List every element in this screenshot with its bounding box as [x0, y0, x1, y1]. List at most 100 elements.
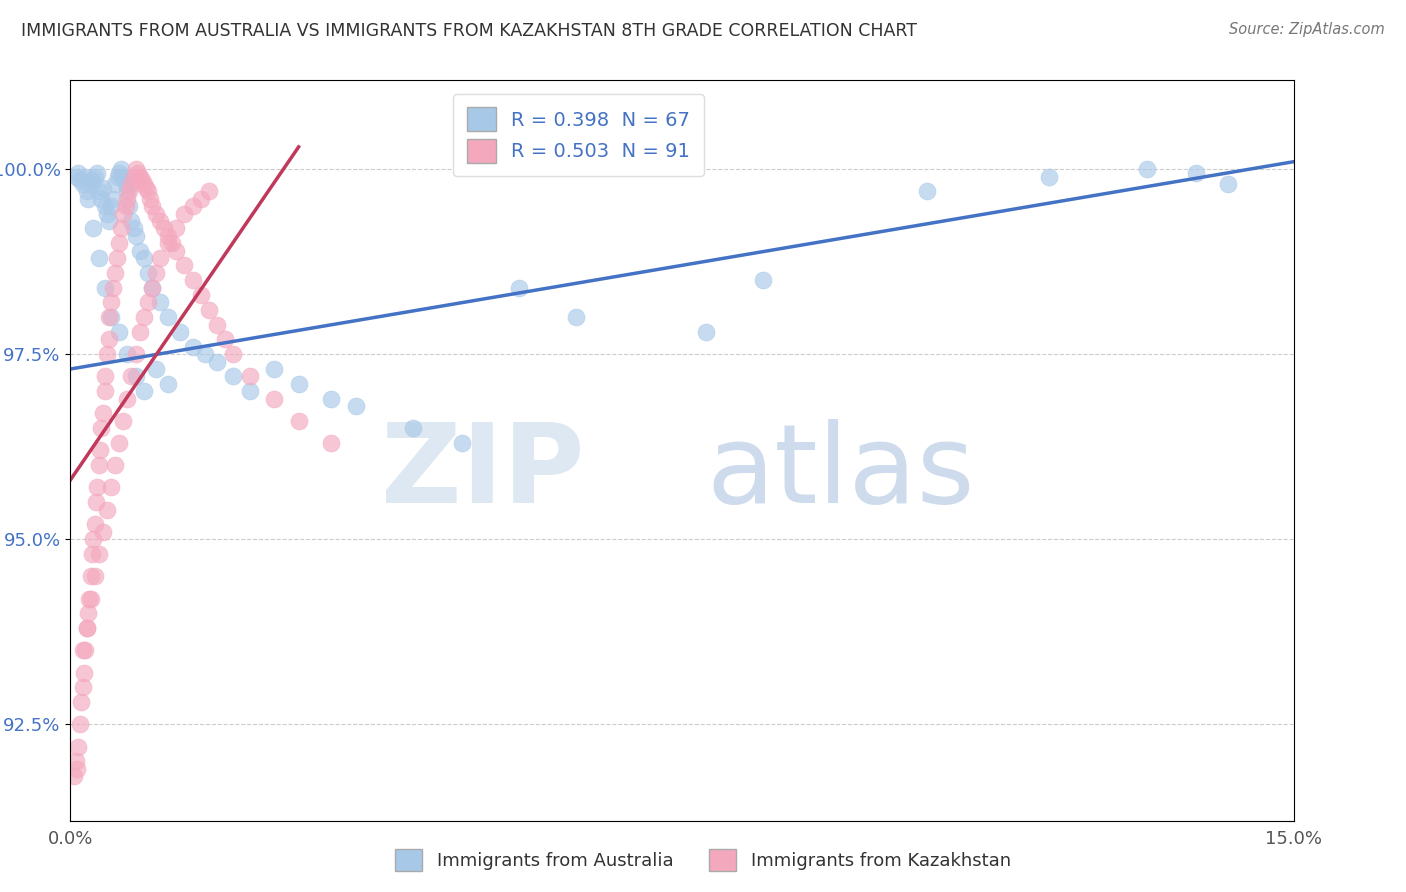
Point: [114, 199, 136, 213]
Point: [121, 177, 143, 191]
Point: [87, 458, 110, 473]
Point: [76, 185, 98, 199]
Point: [90, 421, 112, 435]
Point: [139, 192, 162, 206]
Point: [157, 236, 180, 251]
Point: [135, 180, 157, 194]
Point: [190, 192, 212, 206]
Point: [66, 762, 89, 776]
Point: [136, 266, 159, 280]
Point: [157, 310, 180, 325]
Point: [79, 177, 103, 191]
Point: [96, 502, 118, 516]
Point: [104, 266, 127, 280]
Point: [93, 199, 115, 213]
Point: [83, 169, 105, 184]
Point: [121, 369, 143, 384]
Point: [89, 443, 111, 458]
Point: [162, 236, 183, 251]
Point: [124, 347, 146, 361]
Point: [110, 162, 132, 177]
Point: [344, 399, 367, 413]
Legend: R = 0.398  N = 67, R = 0.503  N = 91: R = 0.398 N = 67, R = 0.503 N = 91: [453, 94, 704, 176]
Point: [108, 236, 131, 251]
Point: [72, 643, 94, 657]
Point: [128, 244, 150, 258]
Point: [132, 310, 155, 325]
Point: [1038, 169, 1060, 184]
Point: [98, 310, 121, 325]
Point: [136, 185, 159, 199]
Point: [122, 169, 145, 184]
Point: [101, 280, 124, 294]
Point: [321, 392, 343, 406]
Point: [77, 607, 100, 621]
Point: [108, 436, 131, 450]
Point: [222, 347, 245, 361]
Point: [565, 310, 588, 325]
Point: [100, 310, 122, 325]
Point: [93, 384, 115, 399]
Point: [87, 185, 110, 199]
Point: [110, 221, 132, 235]
Point: [83, 517, 105, 532]
Point: [127, 166, 149, 180]
Point: [112, 206, 135, 220]
Point: [181, 273, 204, 287]
Text: Source: ZipAtlas.com: Source: ZipAtlas.com: [1229, 22, 1385, 37]
Point: [91, 180, 114, 194]
Point: [128, 169, 150, 184]
Point: [149, 214, 172, 228]
Point: [205, 354, 228, 368]
Point: [96, 206, 118, 220]
Point: [145, 206, 167, 220]
Point: [117, 192, 139, 206]
Point: [73, 643, 96, 657]
Point: [149, 295, 172, 310]
Text: atlas: atlas: [707, 419, 976, 526]
Point: [153, 221, 176, 235]
Point: [77, 192, 100, 206]
Point: [63, 769, 86, 783]
Text: ZIP: ZIP: [381, 419, 583, 526]
Point: [165, 244, 187, 258]
Point: [198, 302, 221, 317]
Point: [239, 384, 262, 399]
Point: [108, 166, 131, 180]
Point: [508, 280, 530, 294]
Point: [287, 414, 309, 428]
Point: [145, 266, 167, 280]
Point: [169, 325, 191, 339]
Point: [752, 273, 775, 287]
Point: [86, 481, 108, 495]
Point: [239, 369, 262, 384]
Point: [1218, 177, 1240, 191]
Point: [86, 166, 108, 180]
Point: [181, 340, 204, 354]
Point: [117, 347, 139, 361]
Point: [91, 524, 114, 539]
Point: [128, 325, 150, 339]
Point: [91, 407, 114, 421]
Point: [93, 280, 115, 294]
Point: [82, 533, 104, 547]
Point: [105, 251, 128, 265]
Point: [214, 333, 236, 347]
Point: [124, 369, 146, 384]
Point: [79, 569, 103, 583]
Point: [173, 259, 195, 273]
Point: [104, 458, 127, 473]
Point: [131, 173, 153, 187]
Point: [132, 177, 155, 191]
Text: IMMIGRANTS FROM AUSTRALIA VS IMMIGRANTS FROM KAZAKHSTAN 8TH GRADE CORRELATION CH: IMMIGRANTS FROM AUSTRALIA VS IMMIGRANTS …: [21, 22, 917, 40]
Point: [121, 214, 143, 228]
Point: [112, 414, 135, 428]
Point: [82, 173, 104, 187]
Point: [82, 547, 104, 561]
Point: [100, 481, 122, 495]
Point: [205, 318, 228, 332]
Point: [122, 221, 145, 235]
Point: [114, 177, 136, 191]
Point: [101, 192, 124, 206]
Point: [117, 392, 139, 406]
